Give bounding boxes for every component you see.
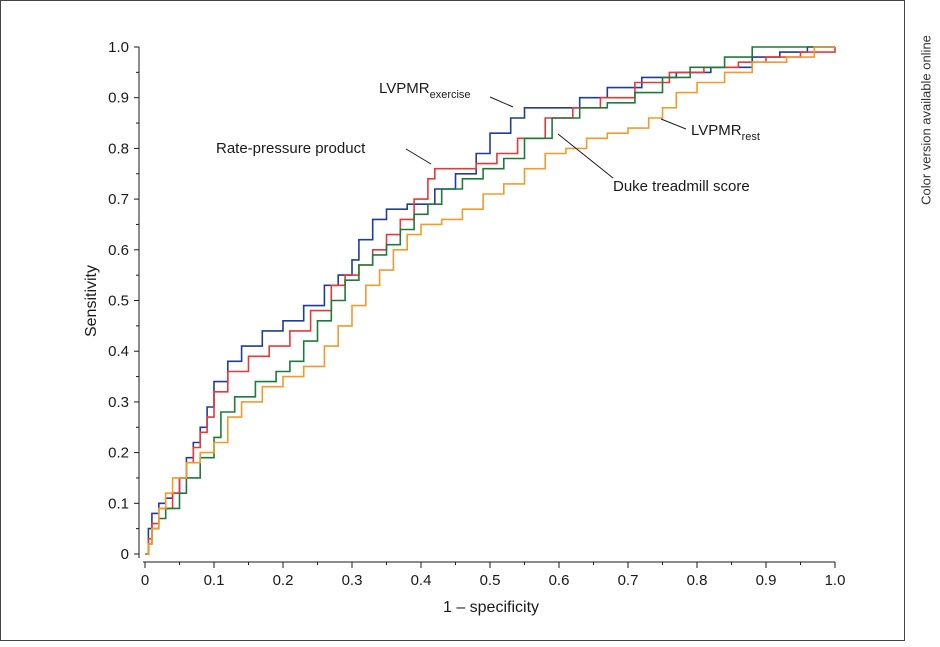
x-tick-label: 0.4 bbox=[411, 572, 432, 589]
annotation-lvpmr-exercise: LVPMRexercise bbox=[379, 80, 471, 101]
x-tick-label: 1.0 bbox=[825, 572, 846, 589]
y-tick-label: 0.7 bbox=[108, 191, 129, 208]
x-tick-label: 0.8 bbox=[687, 572, 708, 589]
y-axis-title: Sensitivity bbox=[83, 265, 100, 337]
x-tick-label: 0.1 bbox=[204, 572, 225, 589]
x-tick-label: 0 bbox=[141, 572, 149, 589]
leader-duke bbox=[557, 133, 614, 179]
x-tick-label: 0.5 bbox=[480, 572, 501, 589]
series-line-duke-treadmill-score bbox=[145, 46, 835, 555]
series-group bbox=[145, 46, 836, 555]
leader-rate-pressure bbox=[405, 148, 432, 165]
series-line-lvpmr-rest bbox=[145, 46, 835, 555]
leader-lvpmr-rest bbox=[660, 118, 687, 130]
y-tick-label: 1.0 bbox=[108, 39, 129, 56]
x-axis: 0 0.1 0.2 0.3 0.4 0.5 0.6 0.7 0.8 0.9 1.0 bbox=[141, 561, 846, 589]
y-axis: 0 0.1 0.2 0.3 0.4 0.5 0.6 0.7 0.8 0.9 1.0 bbox=[108, 39, 140, 563]
side-note: Color version available online bbox=[918, 35, 934, 205]
x-tick-label: 0.7 bbox=[618, 572, 639, 589]
figure-frame: 0 0.1 0.2 0.3 0.4 0.5 0.6 0.7 0.8 0.9 1.0 0 0.1 0.2 0… bbox=[0, 0, 905, 641]
y-tick-label: 0.3 bbox=[108, 394, 129, 411]
x-axis-title: 1 – specificity bbox=[443, 599, 539, 616]
annotation-duke: Duke treadmill score bbox=[613, 178, 750, 195]
x-tick-label: 0.6 bbox=[549, 572, 570, 589]
y-tick-label: 0 bbox=[121, 546, 129, 563]
annotation-lvpmr-rest: LVPMRrest bbox=[691, 122, 760, 143]
x-tick-label: 0.3 bbox=[342, 572, 363, 589]
x-tick-label: 0.2 bbox=[273, 572, 294, 589]
y-tick-label: 0.8 bbox=[108, 140, 129, 157]
y-tick-label: 0.2 bbox=[108, 445, 129, 462]
y-tick-label: 0.6 bbox=[108, 242, 129, 259]
annotation-rate-pressure: Rate-pressure product bbox=[216, 140, 366, 157]
y-tick-label: 0.9 bbox=[108, 90, 129, 107]
y-tick-label: 0.4 bbox=[108, 343, 129, 360]
leader-lvpmr-exercise bbox=[489, 96, 514, 108]
y-tick-label: 0.5 bbox=[108, 293, 129, 310]
annotations: LVPMRexercise Rate-pressure product LVPM… bbox=[216, 80, 760, 195]
y-tick-label: 0.1 bbox=[108, 495, 129, 512]
roc-chart: 00.10.20.30.40.50.60.70.80.91.0 0 0.1 0.2 0… bbox=[83, 39, 846, 616]
x-tick-label: 0.9 bbox=[756, 572, 777, 589]
